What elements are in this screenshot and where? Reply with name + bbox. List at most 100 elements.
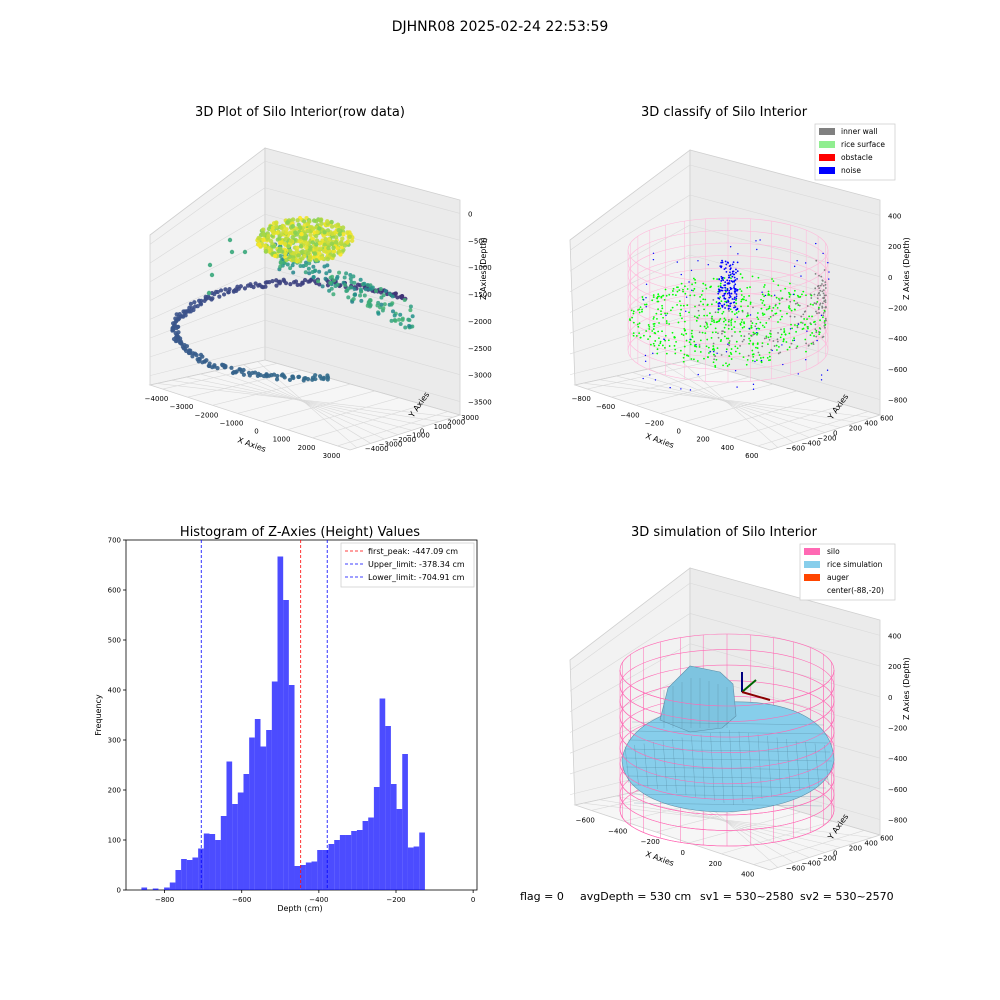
y-tick-label: 0 <box>833 430 837 438</box>
rice-surface-point <box>788 295 791 298</box>
z-gridline <box>569 613 691 692</box>
inner-wall-point <box>714 311 717 314</box>
histogram-bar <box>220 816 227 890</box>
z-tick-label: −400 <box>888 755 907 763</box>
rice-surface-point <box>728 363 731 366</box>
rice-mesh-line <box>627 739 829 744</box>
noise-point <box>724 286 727 289</box>
raw-point <box>311 275 316 280</box>
z-gridline <box>689 194 881 247</box>
raw-point <box>397 317 402 322</box>
noise-point <box>733 276 736 279</box>
noise-point <box>724 260 727 263</box>
rice-surface-point <box>739 323 742 326</box>
histogram-bar <box>243 774 250 890</box>
inner-wall-point <box>728 340 731 342</box>
rice-surface-point <box>726 365 729 367</box>
noise-point <box>733 285 736 287</box>
raw-point <box>293 279 299 284</box>
rice-surface-point <box>793 308 796 311</box>
rice-surface-point <box>749 301 752 304</box>
rice-surface-point <box>799 295 802 298</box>
histogram-bar <box>266 730 272 890</box>
raw-point <box>407 323 412 328</box>
rice-surface-point <box>735 312 738 314</box>
raw-point <box>261 373 267 379</box>
noise-point <box>800 275 802 277</box>
z-gridline <box>569 194 691 272</box>
raw-point <box>268 239 274 244</box>
inner-wall-point <box>785 298 788 301</box>
inner-wall-point <box>793 315 796 318</box>
inner-wall-point <box>815 331 818 334</box>
noise-point <box>697 260 699 262</box>
rice-surface-point <box>688 311 690 314</box>
rice-surface-point <box>661 304 663 307</box>
inner-wall-point <box>743 338 745 341</box>
rice-surface-point <box>784 287 787 290</box>
raw-point <box>315 229 320 235</box>
inner-wall-point <box>757 351 760 354</box>
rice-surface-point <box>658 344 660 347</box>
histogram-bar <box>192 857 199 890</box>
rice-surface-point <box>772 280 775 282</box>
noise-point <box>719 286 722 288</box>
noise-point <box>680 388 682 390</box>
panel-raw-3d: 3D Plot of Silo Interior(row data) −4000… <box>145 105 492 460</box>
y-tick-label: 400 <box>864 420 877 428</box>
histogram-y-tick-label: 400 <box>108 687 121 695</box>
rice-surface-point <box>752 355 755 358</box>
inner-wall-point <box>733 304 736 307</box>
noise-point <box>720 275 723 278</box>
noise-point <box>724 267 727 270</box>
raw-point <box>379 302 384 307</box>
rice-surface-point <box>687 355 690 357</box>
rice-surface-point <box>793 337 796 340</box>
histogram-bar <box>328 844 335 890</box>
inner-wall-point <box>821 290 824 293</box>
rice-surface-point <box>756 343 759 345</box>
raw-point <box>291 257 296 262</box>
rice-surface-point <box>702 303 705 306</box>
rice-surface-point <box>638 332 641 335</box>
raw-point <box>267 280 272 285</box>
inner-wall-point <box>727 324 730 327</box>
raw-point <box>307 219 312 224</box>
rice-surface-point <box>711 331 714 334</box>
raw-point <box>329 224 335 229</box>
rice-surface-point <box>682 334 685 336</box>
inner-wall-point <box>822 312 825 314</box>
rice-surface-point <box>714 327 717 330</box>
raw-point <box>293 230 298 235</box>
inner-wall-point <box>803 310 806 313</box>
z-gridline <box>264 293 461 349</box>
rice-surface-point <box>810 323 812 326</box>
rice-surface-point <box>733 326 736 329</box>
simulation-z-label: Z Axies (Depth) <box>902 657 911 720</box>
rice-surface-point <box>730 328 733 331</box>
rice-surface-point <box>708 352 710 354</box>
z-tick-label: 200 <box>888 663 901 671</box>
raw-point <box>271 229 276 235</box>
rice-surface-point <box>714 366 717 368</box>
simulation-x-ticks: −600 −400 −200 0 200 400 <box>576 816 755 878</box>
rice-surface-point <box>782 338 785 341</box>
rice-surface-point <box>787 306 790 309</box>
inner-wall-point <box>712 298 715 301</box>
rice-surface-point <box>779 336 782 339</box>
noise-point <box>729 271 731 274</box>
rice-surface-point <box>765 308 768 311</box>
rice-surface-point <box>703 314 706 317</box>
raw-point <box>281 277 286 282</box>
z-gridline <box>689 224 881 278</box>
rice-surface-point <box>760 307 763 310</box>
rice-surface-point <box>734 320 736 323</box>
rice-surface-point <box>660 313 663 316</box>
rice-surface-point <box>661 344 664 347</box>
simulation-silo-front-ring <box>619 778 835 816</box>
noise-point <box>663 338 665 341</box>
y-tick-label: −2000 <box>392 436 416 444</box>
rice-surface-point <box>746 286 749 289</box>
raw-point <box>303 270 308 275</box>
x-tick-label: −3000 <box>170 403 194 411</box>
